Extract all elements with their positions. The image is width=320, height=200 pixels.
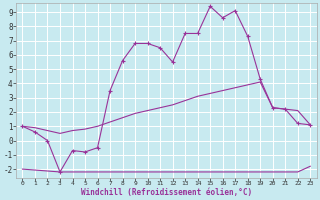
X-axis label: Windchill (Refroidissement éolien,°C): Windchill (Refroidissement éolien,°C) [81, 188, 252, 197]
